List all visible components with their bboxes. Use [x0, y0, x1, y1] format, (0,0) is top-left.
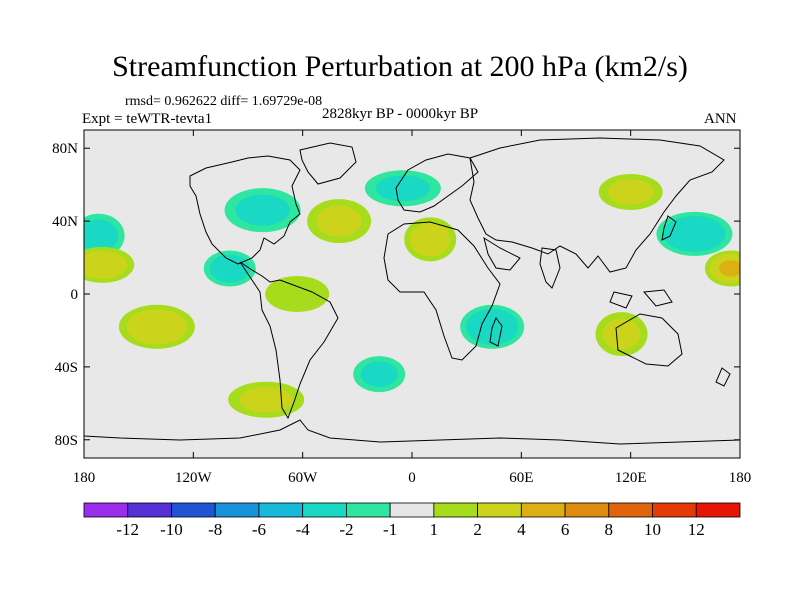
anomaly-region [84, 213, 125, 258]
colorbar-swatch [477, 502, 522, 518]
anomaly-region [598, 173, 663, 210]
colorbar-swatch [652, 502, 697, 518]
colorbar-swatch [520, 502, 566, 518]
colorbar-swatch [258, 502, 304, 518]
contour-level [265, 276, 330, 312]
contour-level [607, 179, 654, 205]
colorbar-swatch [608, 502, 653, 518]
colorbar-swatch [171, 502, 216, 518]
colorbar-label: 12 [688, 520, 705, 539]
contour-level [410, 222, 451, 257]
field-contours [84, 170, 740, 418]
colorbar-label: -1 [383, 520, 397, 539]
axes: 180 120W 60W 0 60E 120E 180 80N 40N 0 40S 80S [52, 130, 751, 486]
anomaly-region [203, 250, 256, 287]
anomaly-region [353, 356, 406, 393]
anomaly-region [656, 211, 733, 256]
anomaly-region [364, 170, 441, 207]
coastlines [84, 137, 740, 445]
colorbar-swatch [83, 502, 129, 518]
chart-title: Streamfunction Perturbation at 200 hPa (… [112, 50, 688, 83]
colorbar-swatch [389, 502, 435, 518]
colorbar-swatch [345, 502, 391, 518]
colorbar-label: -12 [116, 520, 139, 539]
x-tick-label: 60W [288, 470, 318, 486]
anomaly-region [228, 381, 305, 418]
contour-level [719, 260, 740, 277]
y-tick-label: 40N [52, 214, 78, 230]
x-tick-label: 180 [729, 470, 752, 486]
contour-level [316, 205, 362, 237]
y-tick-label: 40S [55, 360, 78, 376]
contour-level [360, 361, 398, 388]
contour-level [235, 194, 290, 226]
colorbar-swatch [564, 502, 610, 518]
y-tick-label: 80N [52, 141, 78, 157]
colorbar-swatch [302, 502, 347, 518]
anomaly-region [595, 312, 648, 357]
y-tick-label: 0 [71, 287, 79, 303]
rmsd-diff-label: rmsd= 0.962622 diff= 1.69729e-08 [125, 94, 323, 109]
contour-level [84, 250, 128, 279]
colorbar-label: 8 [605, 520, 614, 539]
colorbar-label: 10 [644, 520, 661, 539]
x-tick-label: 0 [408, 470, 416, 486]
colorbar-label: 6 [561, 520, 570, 539]
y-tick-label: 80S [55, 433, 78, 449]
colorbar-swatch [433, 502, 479, 518]
x-tick-label: 180 [73, 470, 96, 486]
experiment-label: Expt = teWTR-tevta1 [82, 111, 213, 127]
contour-level [375, 175, 431, 202]
contour-level [84, 219, 119, 253]
anomaly-region [224, 188, 301, 233]
colorbar-label: -2 [339, 520, 353, 539]
colorbar-label: -8 [208, 520, 222, 539]
colorbar-label: -10 [160, 520, 183, 539]
anomaly-region [704, 250, 740, 287]
season-label: ANN [704, 111, 737, 127]
colorbar-label: 2 [473, 520, 482, 539]
contour-level [602, 318, 641, 350]
colorbar-swatch [695, 502, 741, 518]
colorbar-label: 4 [517, 520, 526, 539]
anomaly-region [84, 246, 135, 283]
contour-level [126, 309, 188, 345]
contour-level [239, 386, 294, 413]
anomaly-region [307, 199, 372, 244]
contour-level [209, 254, 250, 283]
anomaly-region [404, 217, 457, 262]
colorbar-swatch [127, 502, 172, 518]
colorbar-label: -4 [296, 520, 311, 539]
colorbar-label: -6 [252, 520, 266, 539]
x-tick-label: 120W [175, 470, 213, 486]
x-tick-label: 60E [509, 470, 533, 486]
contour-level [663, 215, 726, 252]
anomaly-region [118, 304, 195, 349]
colorbar-label: 1 [430, 520, 439, 539]
anomaly-region [265, 276, 330, 312]
x-tick-label: 120E [615, 470, 647, 486]
colorbar-swatch [214, 502, 260, 518]
period-label: 2828kyr BP - 0000kyr BP [322, 106, 479, 122]
colorbar: -12 -10 -8 -6 -4 -2 -1 1 2 4 6 8 10 12 [83, 502, 741, 539]
